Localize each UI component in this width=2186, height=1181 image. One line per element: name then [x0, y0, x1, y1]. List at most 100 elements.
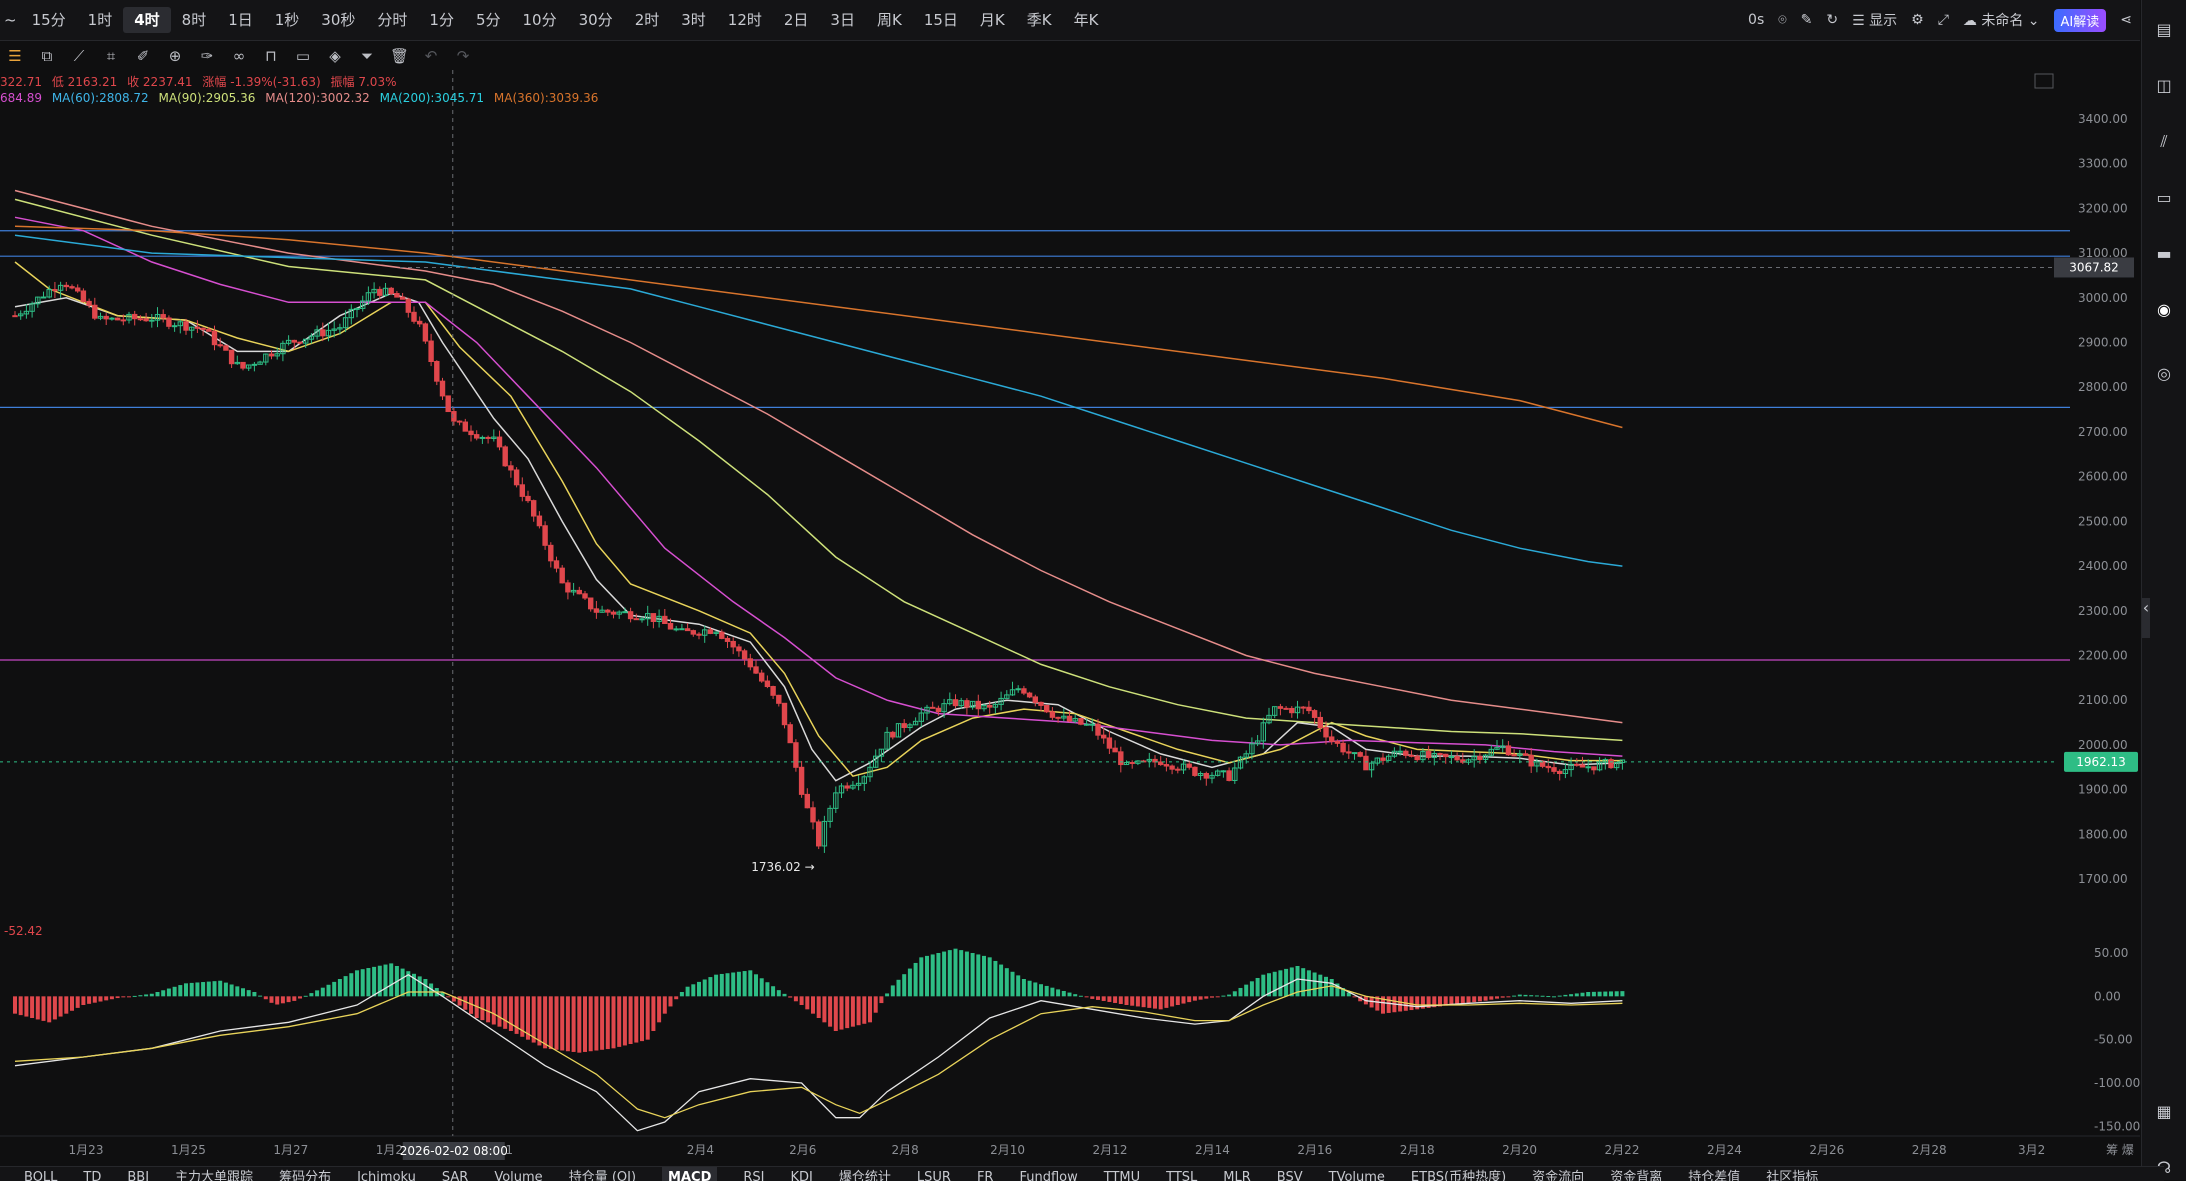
indicator-tab-2[interactable]: BBI — [127, 1170, 150, 1181]
candle-body-156 — [901, 723, 907, 728]
timeframe-7[interactable]: 分时 — [377, 11, 408, 29]
signal-icon[interactable]: ◎ — [2157, 364, 2171, 383]
indicator-tab-17[interactable]: TTSL — [1166, 1170, 1198, 1181]
timeframe-13[interactable]: 3时 — [681, 11, 706, 29]
timeframe-16[interactable]: 3日 — [830, 11, 855, 29]
link-icon[interactable]: ∞ — [232, 47, 246, 65]
macd-bar-143 — [828, 996, 833, 1027]
indicator-tab-21[interactable]: ETBS(币种热度) — [1410, 1170, 1507, 1181]
filter-icon[interactable]: ⏷ — [360, 47, 373, 65]
indicator-tab-14[interactable]: FR — [976, 1170, 994, 1181]
crop-icon[interactable]: ⌗ — [106, 47, 116, 65]
indicator-tab-11[interactable]: KDJ — [790, 1170, 813, 1181]
orderbook-icon[interactable]: ▤ — [2156, 20, 2172, 39]
brush-icon[interactable]: ✑ — [200, 47, 214, 65]
indicator-tab-16[interactable]: TTMU — [1103, 1170, 1141, 1181]
macd-bar-157 — [907, 968, 912, 997]
redo-icon[interactable]: ↷ — [456, 47, 470, 65]
calendar-icon[interactable]: ▦ — [2156, 1102, 2172, 1121]
candle-body-238 — [1368, 762, 1375, 771]
refresh-icon[interactable]: ↻ — [1826, 12, 1839, 28]
line-tool-icon[interactable]: ⟋ — [73, 47, 85, 65]
indicator-tab-0[interactable]: BOLL — [24, 1170, 58, 1181]
ruler-icon[interactable]: ✐ — [136, 47, 150, 65]
ai-button[interactable]: AI解读 — [2053, 8, 2107, 32]
macd-bar-185 — [1067, 992, 1072, 997]
timeframe-1[interactable]: 1时 — [87, 11, 113, 29]
collapse-handle[interactable]: ‹ — [2142, 598, 2150, 638]
indicator-tab-5[interactable]: Ichimoku — [357, 1170, 416, 1181]
candle-body-203 — [1169, 765, 1175, 770]
undo-icon[interactable]: ↶ — [424, 47, 438, 65]
indicator-tab-12[interactable]: 爆仓统计 — [838, 1170, 891, 1181]
timeframe-18[interactable]: 15日 — [923, 11, 958, 29]
indicator-tab-3[interactable]: 主力大单跟踪 — [175, 1170, 254, 1181]
trend-icon[interactable]: ⫽ — [2160, 132, 2168, 151]
timeframe-4[interactable]: 1日 — [228, 11, 253, 29]
indicator-tab-24[interactable]: 持仓差值 — [1688, 1170, 1741, 1181]
magnet-icon[interactable]: ⊕ — [168, 47, 182, 65]
timeframe-19[interactable]: 月K — [979, 11, 1005, 29]
timeframe-2[interactable]: 4时 — [123, 7, 171, 33]
legend-ma120: MA(120):3002.32 — [265, 91, 370, 105]
timeframe-5[interactable]: 1秒 — [274, 11, 300, 29]
wallet-icon[interactable]: ◫ — [2156, 76, 2172, 95]
macd-bar-149 — [862, 996, 867, 1024]
timeframe-14[interactable]: 12时 — [727, 11, 762, 29]
card-icon[interactable]: ▬ — [2156, 244, 2172, 263]
indicator-tab-8[interactable]: 持仓量 (OI) — [568, 1170, 637, 1181]
indicator-tab-22[interactable]: 资金流向 — [1532, 1170, 1585, 1181]
layout-name[interactable]: ☁ 未命名 ⌄ — [1962, 13, 2040, 29]
timeframe-20[interactable]: 季K — [1026, 11, 1052, 29]
indicator-tab-19[interactable]: BSV — [1276, 1170, 1303, 1181]
timeframe-9[interactable]: 5分 — [475, 11, 501, 29]
layers-icon[interactable]: ◈ — [329, 47, 341, 65]
timeframe-17[interactable]: 周K — [876, 11, 902, 29]
menu-icon[interactable]: ☰ — [8, 47, 22, 65]
indicator-tab-6[interactable]: SAR — [441, 1170, 469, 1181]
indicator-tab-20[interactable]: TVolume — [1328, 1170, 1385, 1181]
pen-icon[interactable]: ✎ — [1800, 12, 1813, 28]
timeframe-6[interactable]: 30秒 — [321, 11, 356, 29]
macd-bar-76 — [446, 996, 451, 998]
timeframe-15[interactable]: 2日 — [783, 11, 809, 29]
note-icon[interactable]: ▭ — [295, 47, 311, 65]
settings-icon[interactable]: ⚙ — [1911, 12, 1924, 28]
bot-icon[interactable]: ◉ — [2157, 300, 2171, 319]
lock-icon[interactable]: ⊓ — [265, 47, 277, 65]
x-tick-label-11: 2月14 — [1195, 1143, 1230, 1157]
macd-bar-18 — [115, 996, 120, 999]
timeframe-8[interactable]: 1分 — [429, 11, 454, 29]
display-menu[interactable]: ☰ 显示 — [1852, 13, 1898, 29]
indicator-tab-4[interactable]: 筹码分布 — [279, 1170, 332, 1181]
indicator-tab-18[interactable]: MLR — [1223, 1170, 1251, 1181]
macd-bar-262 — [1506, 996, 1511, 998]
trash-icon[interactable]: 🗑 — [390, 47, 410, 65]
candle-body-20 — [126, 313, 132, 321]
candle-body-193 — [1112, 747, 1118, 753]
indicator-tab-10[interactable]: RSI — [743, 1170, 765, 1181]
camera-icon[interactable]: ⌾ — [1778, 12, 1787, 28]
macd-bar-127 — [736, 971, 741, 997]
indicator-tab-23[interactable]: 资金背离 — [1610, 1170, 1663, 1181]
timeframe-12[interactable]: 2时 — [634, 11, 660, 29]
timeframe-dropdown[interactable]: ~ — [4, 11, 17, 29]
indicator-tab-7[interactable]: Volume — [494, 1170, 543, 1181]
indicator-tab-13[interactable]: LSUR — [916, 1170, 951, 1181]
share-icon[interactable]: ⋖ — [2120, 12, 2132, 28]
macd-bar-281 — [1614, 991, 1619, 997]
indicator-tab-15[interactable]: Fundflow — [1019, 1170, 1078, 1181]
timeframe-21[interactable]: 年K — [1073, 11, 1099, 29]
indicator-icon[interactable]: ⧉ — [41, 47, 53, 65]
timeframe-0[interactable]: 15分 — [31, 11, 66, 29]
timeframe-3[interactable]: 8时 — [181, 11, 207, 29]
indicator-tab-9[interactable]: MACD — [662, 1167, 718, 1181]
monitor-icon[interactable]: ▭ — [2156, 188, 2172, 207]
fullscreen-icon[interactable]: ⤢ — [1937, 12, 1949, 28]
timeframe-11[interactable]: 30分 — [578, 11, 613, 29]
indicator-tab-25[interactable]: 社区指标 — [1766, 1170, 1819, 1181]
timeframe-10[interactable]: 10分 — [522, 11, 557, 29]
indicator-tab-1[interactable]: TD — [83, 1170, 102, 1181]
macd-bar-42 — [252, 992, 257, 997]
